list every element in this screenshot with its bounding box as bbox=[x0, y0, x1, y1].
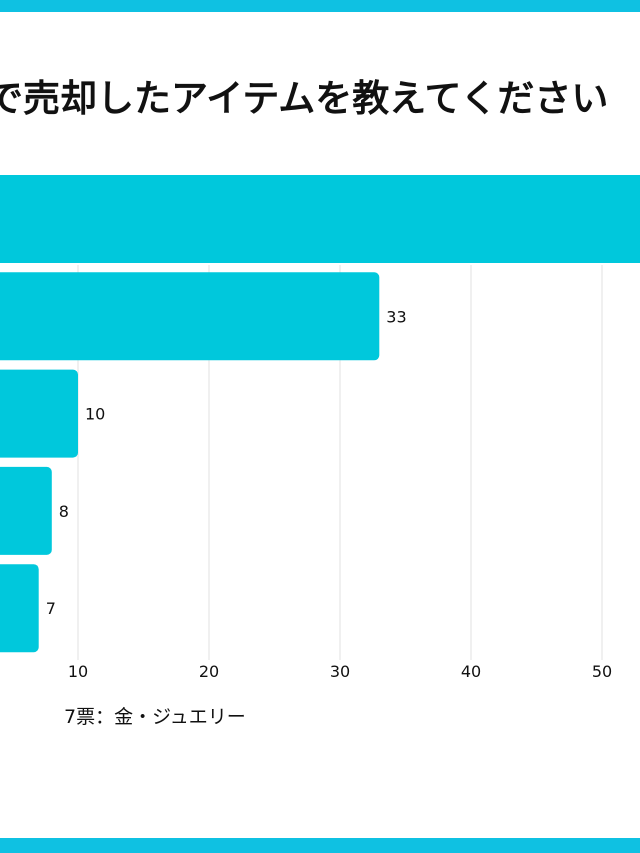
bar-value-label: 8 bbox=[59, 502, 69, 521]
x-tick-label: 20 bbox=[199, 662, 219, 681]
x-tick-label: 30 bbox=[330, 662, 350, 681]
x-tick-label: 50 bbox=[592, 662, 612, 681]
bar-value-label: 10 bbox=[85, 405, 105, 424]
bar bbox=[0, 564, 39, 653]
bottom-stripe bbox=[0, 838, 640, 853]
chart-title: で売却したアイテムを教えてください bbox=[0, 77, 609, 120]
x-tick-label: 10 bbox=[68, 662, 88, 681]
bar bbox=[0, 175, 640, 263]
bar bbox=[0, 466, 52, 555]
chart-note: 7票：金・ジュエリー bbox=[64, 706, 246, 728]
bar-value-label: 7 bbox=[46, 599, 56, 618]
bar bbox=[0, 272, 380, 361]
x-tick-label: 40 bbox=[461, 662, 481, 681]
bar bbox=[0, 369, 78, 458]
top-stripe bbox=[0, 0, 640, 12]
bar-value-label: 33 bbox=[386, 307, 406, 326]
